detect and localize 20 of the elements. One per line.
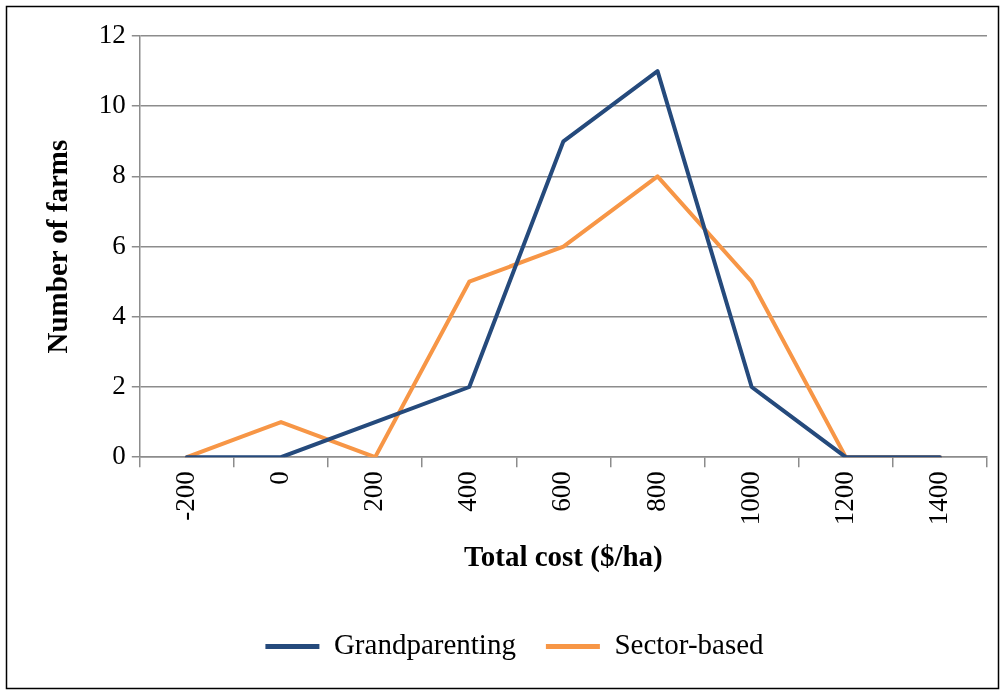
legend-label: Sector-based bbox=[614, 628, 765, 661]
y-axis-title: Number of farms bbox=[40, 139, 73, 354]
x-tick-label: 1400 bbox=[923, 471, 954, 526]
x-tick-label: 0 bbox=[264, 471, 295, 485]
y-tick-label: 10 bbox=[98, 89, 126, 120]
y-tick-label: 4 bbox=[112, 299, 127, 330]
x-tick-label: -200 bbox=[169, 471, 200, 521]
y-tick-label: 2 bbox=[112, 370, 126, 401]
x-tick-label: 600 bbox=[546, 471, 577, 512]
x-tick-label: 1000 bbox=[734, 471, 765, 526]
x-tick-label: 400 bbox=[452, 471, 483, 512]
y-tick-label: 8 bbox=[112, 159, 126, 190]
y-tick-label: 12 bbox=[98, 19, 126, 50]
x-tick-label: 800 bbox=[640, 471, 671, 512]
y-tick-label: 0 bbox=[112, 440, 126, 471]
x-tick-label: 1200 bbox=[828, 471, 859, 526]
x-axis-title: Total cost ($/ha) bbox=[464, 540, 663, 574]
legend-label: Grandparenting bbox=[333, 628, 516, 661]
y-tick-label: 6 bbox=[112, 229, 126, 260]
x-tick-label: 200 bbox=[358, 471, 389, 512]
